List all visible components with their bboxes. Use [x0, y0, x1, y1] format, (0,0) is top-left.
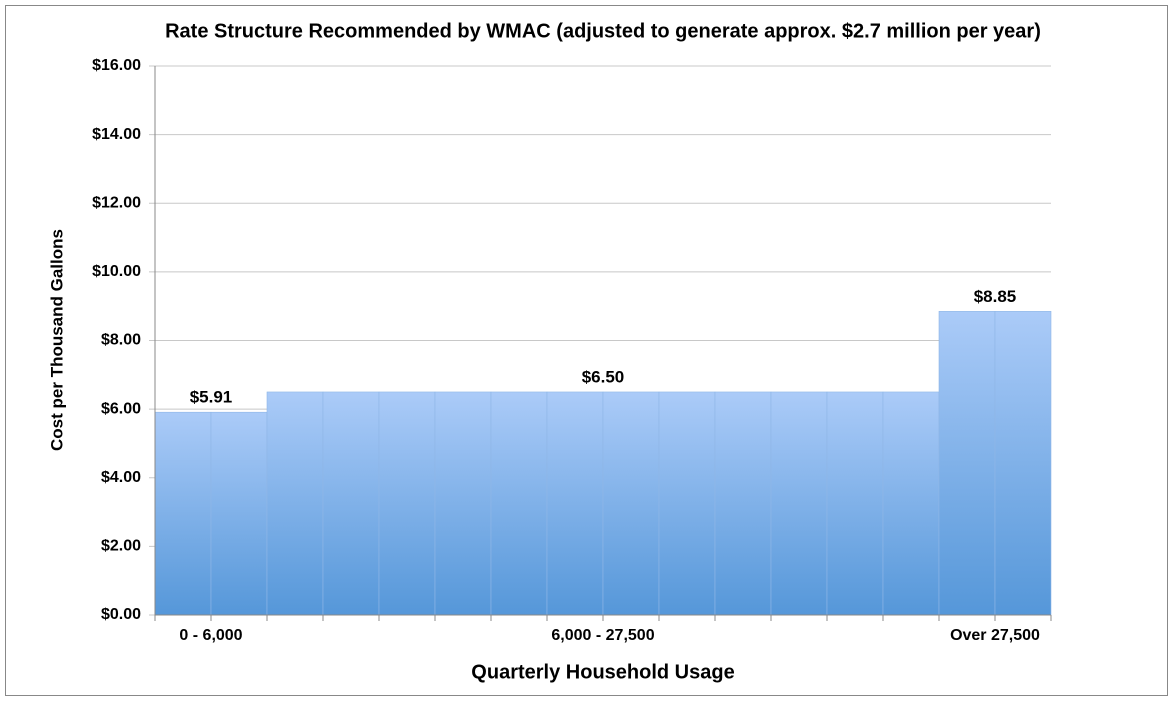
bar — [770, 391, 828, 616]
value-label: $5.91 — [190, 388, 233, 407]
y-tick-label: $4.00 — [101, 469, 141, 486]
bar — [938, 311, 996, 616]
bar — [490, 391, 548, 616]
bar — [210, 411, 268, 616]
y-tick-label: $12.00 — [92, 194, 141, 211]
bar — [546, 391, 604, 616]
frame — [5, 5, 1168, 696]
x-tick-label: 6,000 - 27,500 — [551, 627, 654, 644]
y-tick-label: $14.00 — [92, 126, 141, 143]
x-tick-label: Over 27,500 — [950, 627, 1040, 644]
bar — [714, 391, 772, 616]
y-tick-label: $0.00 — [101, 606, 141, 623]
bar — [826, 391, 884, 616]
bar — [882, 391, 940, 616]
bar — [602, 391, 660, 616]
y-tick-label: $2.00 — [101, 538, 141, 555]
bar — [322, 391, 380, 616]
bar — [994, 311, 1052, 616]
value-label: $8.85 — [974, 287, 1017, 306]
y-tick-label: $16.00 — [92, 57, 141, 74]
x-axis-label: Quarterly Household Usage — [471, 661, 734, 683]
y-tick-label: $10.00 — [92, 263, 141, 280]
y-axis-label: Cost per Thousand Gallons — [47, 229, 66, 451]
chart-title: Rate Structure Recommended by WMAC (adju… — [165, 20, 1041, 42]
bar — [266, 391, 324, 616]
bar — [434, 391, 492, 616]
value-label: $6.50 — [582, 367, 625, 386]
y-tick-label: $6.00 — [101, 400, 141, 417]
x-tick-label: 0 - 6,000 — [179, 627, 242, 644]
bar — [378, 391, 436, 616]
bar — [154, 411, 212, 616]
y-tick-label: $8.00 — [101, 332, 141, 349]
bar — [658, 391, 716, 616]
